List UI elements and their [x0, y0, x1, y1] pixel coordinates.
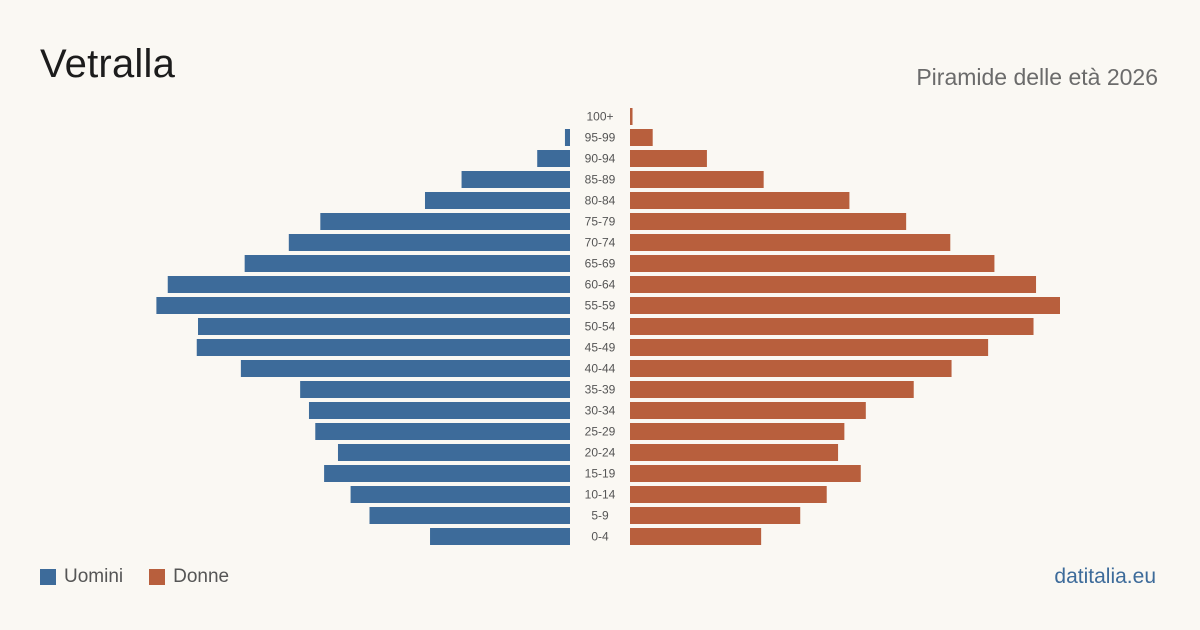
age-label-85-89: 85-89: [585, 173, 616, 187]
bar-women-35-39: [630, 381, 914, 398]
bar-men-55-59: [156, 297, 571, 314]
age-label-80-84: 80-84: [585, 194, 616, 208]
age-label-55-59: 55-59: [585, 299, 616, 313]
bar-men-20-24: [337, 444, 570, 461]
bar-men-15-19: [324, 465, 570, 482]
legend-swatch-women: [149, 569, 166, 585]
age-label-0-4: 0-4: [591, 530, 609, 544]
site-credit[interactable]: datitalia.eu: [1054, 565, 1156, 588]
age-label-5-9: 5-9: [591, 509, 609, 523]
bar-women-90-94: [630, 150, 707, 167]
bar-men-40-44: [240, 360, 570, 377]
age-label-70-74: 70-74: [585, 236, 616, 250]
bar-men-0-4: [430, 528, 570, 545]
bar-women-50-54: [630, 318, 1034, 335]
bar-women-95-99: [630, 129, 653, 146]
bar-men-10-14: [350, 486, 570, 503]
bar-men-95-99: [564, 129, 570, 146]
bar-women-5-9: [630, 507, 801, 524]
age-label-40-44: 40-44: [585, 362, 616, 376]
bar-women-55-59: [630, 297, 1060, 314]
age-label-20-24: 20-24: [585, 446, 616, 460]
chart-title: Vetralla: [40, 42, 176, 86]
bar-women-25-29: [630, 423, 845, 440]
legend: Uomini Donne: [40, 566, 255, 588]
age-label-30-34: 30-34: [585, 404, 616, 418]
legend-item-men: Uomini: [40, 566, 123, 588]
age-label-15-19: 15-19: [585, 467, 616, 481]
bar-women-70-74: [630, 234, 951, 251]
bar-women-75-79: [630, 213, 907, 230]
bar-men-50-54: [198, 318, 570, 335]
age-label-10-14: 10-14: [585, 488, 616, 502]
chart-subtitle: Piramide delle età 2026: [916, 64, 1158, 90]
age-label-90-94: 90-94: [585, 152, 616, 166]
bar-women-45-49: [630, 339, 989, 356]
bar-men-65-69: [244, 255, 570, 272]
age-label-35-39: 35-39: [585, 383, 616, 397]
bar-men-85-89: [461, 171, 570, 188]
bar-women-10-14: [630, 486, 827, 503]
bar-women-100plus: [630, 108, 633, 125]
legend-swatch-men: [40, 569, 56, 585]
bar-women-60-64: [630, 276, 1037, 293]
bar-men-5-9: [369, 507, 570, 524]
legend-label-men: Uomini: [64, 566, 124, 587]
legend-item-women: Donne: [149, 566, 229, 588]
bar-men-75-79: [320, 213, 570, 230]
age-label-95-99: 95-99: [585, 131, 616, 145]
bar-men-25-29: [315, 423, 570, 440]
bar-men-60-64: [167, 276, 570, 293]
bar-men-70-74: [288, 234, 570, 251]
bar-men-80-84: [424, 192, 570, 209]
bar-men-35-39: [300, 381, 570, 398]
bar-men-90-94: [537, 150, 570, 167]
bar-women-40-44: [630, 360, 952, 377]
age-label-65-69: 65-69: [585, 257, 616, 271]
bar-women-0-4: [630, 528, 762, 545]
bar-women-20-24: [630, 444, 839, 461]
age-label-45-49: 45-49: [585, 341, 616, 355]
age-label-60-64: 60-64: [585, 278, 616, 292]
bar-women-85-89: [630, 171, 764, 188]
bar-women-65-69: [630, 255, 995, 272]
bar-women-80-84: [630, 192, 850, 209]
bar-men-45-49: [196, 339, 570, 356]
bar-women-30-34: [630, 402, 866, 419]
bar-men-30-34: [308, 402, 570, 419]
age-label-25-29: 25-29: [585, 425, 616, 439]
age-label-75-79: 75-79: [585, 215, 616, 229]
bar-women-15-19: [630, 465, 861, 482]
age-label-50-54: 50-54: [585, 320, 616, 334]
age-label-100plus: 100+: [586, 110, 613, 124]
legend-label-women: Donne: [173, 566, 230, 587]
